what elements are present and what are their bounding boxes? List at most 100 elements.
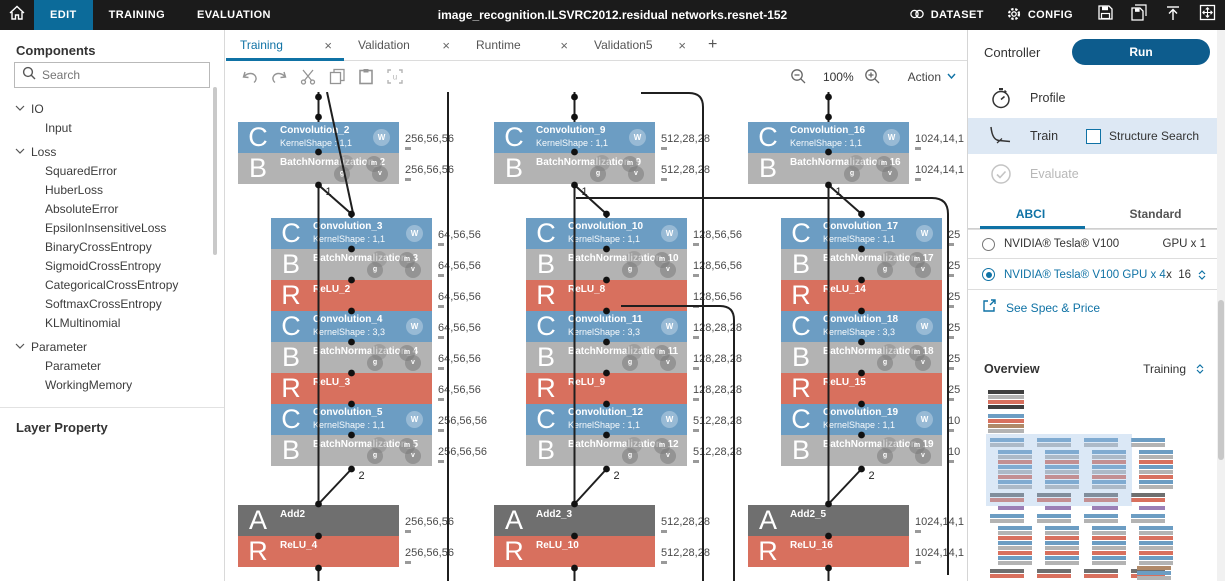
radio-selected-icon[interactable] [982,268,995,281]
graph-node-batchnormalization_3[interactable]: B BatchNormalization_3 m g v [271,249,432,280]
graph-node-batchnormalization_4[interactable]: B BatchNormalization_4 m g v [271,342,432,373]
fit-selection-button[interactable]: u [383,66,407,88]
close-icon[interactable]: × [560,37,568,53]
graph-canvas[interactable]: C Convolution_2 KernelShape : 1,1 W 256,56,5… [226,92,967,581]
graph-node-batchnormalization_12[interactable]: B BatchNormalization_12 m g v [526,435,687,466]
graph-node-batchnormalization_11[interactable]: B BatchNormalization_11 m g v [526,342,687,373]
radio-icon[interactable] [982,237,995,251]
graph-node-convolution_9[interactable]: C Convolution_9 KernelShape : 1,1 W [494,122,655,153]
component-search[interactable] [14,62,210,88]
graph-node-batchnormalization_9[interactable]: B BatchNormalization_9 m g v [494,153,655,184]
window-scrollbar[interactable] [1217,30,1225,581]
overview-mode-spinner-icon[interactable] [1196,364,1204,374]
graph-node-add2[interactable]: A Add2 [238,505,399,536]
tab-abci[interactable]: ABCI [968,202,1093,229]
nav-training[interactable]: TRAINING [108,9,166,21]
graph-node-batchnormalization_18[interactable]: B BatchNormalization_18 m g v [781,342,942,373]
component-item-input[interactable]: Input [45,120,72,135]
graph-node-batchnormalization_17[interactable]: B BatchNormalization_17 m g v [781,249,942,280]
config-button[interactable]: CONFIG [1006,6,1073,25]
spec-price-link[interactable]: See Spec & Price [982,298,1100,318]
overview-mode-select[interactable]: Training [1143,362,1186,376]
undo-button[interactable] [238,66,262,88]
close-icon[interactable]: × [678,37,686,53]
component-item-squarederror[interactable]: SquaredError [45,163,118,178]
graph-node-batchnormalization_10[interactable]: B BatchNormalization_10 m g v [526,249,687,280]
structure-search-checkbox[interactable] [1086,128,1102,144]
cut-button[interactable] [296,66,320,88]
graph-node-convolution_19[interactable]: C Convolution_19 KernelShape : 1,1 W [781,404,942,435]
graph-node-convolution_3[interactable]: C Convolution_3 KernelShape : 1,1 W [271,218,432,249]
upload-button[interactable] [1163,5,1183,25]
dataset-button[interactable]: DATASET [909,7,984,24]
stepper-icon[interactable] [1198,269,1206,280]
save-as-button[interactable] [1129,4,1149,25]
tab-standard[interactable]: Standard [1129,207,1182,221]
graph-node-convolution_12[interactable]: C Convolution_12 KernelShape : 1,1 W [526,404,687,435]
graph-node-convolution_18[interactable]: C Convolution_18 KernelShape : 3,3 W [781,311,942,342]
component-item-binarycrossentropy[interactable]: BinaryCrossEntropy [45,239,152,254]
minimap-viewport[interactable] [986,434,1132,506]
component-item-softmaxcrossentropy[interactable]: SoftmaxCrossEntropy [45,296,162,311]
component-item-categoricalcrossentropy[interactable]: CategoricalCrossEntropy [45,277,179,292]
graph-node-add2_3[interactable]: A Add2_3 [494,505,655,536]
graph-node-convolution_4[interactable]: C Convolution_4 KernelShape : 3,3 W [271,311,432,342]
evaluate-action[interactable]: Evaluate [968,156,1218,192]
nav-evaluation[interactable]: EVALUATION [197,9,271,21]
scrollbar-thumb[interactable] [1218,300,1224,460]
profile-action[interactable]: Profile [968,80,1218,116]
copy-button[interactable] [325,66,349,88]
graph-node-convolution_10[interactable]: C Convolution_10 KernelShape : 1,1 W [526,218,687,249]
graph-node-relu_10[interactable]: R ReLU_10 [494,536,655,567]
train-action[interactable]: Train Structure Search [968,118,1218,154]
graph-node-convolution_5[interactable]: C Convolution_5 KernelShape : 1,1 W [271,404,432,435]
graph-node-relu_16[interactable]: R ReLU_16 [748,536,909,567]
graph-node-relu_9[interactable]: R ReLU_9 [526,373,687,404]
component-group-io[interactable]: IO [0,99,210,118]
home-button[interactable] [0,0,34,30]
gpu-option-1[interactable]: NVIDIA® Tesla® V100 GPU x 1 [968,229,1218,259]
redo-button[interactable] [267,66,291,88]
tab-runtime[interactable]: Runtime × [476,37,568,53]
graph-node-convolution_17[interactable]: C Convolution_17 KernelShape : 1,1 W [781,218,942,249]
graph-node-batchnormalization_16[interactable]: B BatchNormalization_16 m g v [748,153,909,184]
close-icon[interactable]: × [324,37,332,53]
tab-validation[interactable]: Validation × [358,37,450,53]
graph-node-convolution_16[interactable]: C Convolution_16 KernelShape : 1,1 W [748,122,909,153]
graph-node-relu_4[interactable]: R ReLU_4 [238,536,399,567]
component-item-absoluteerror[interactable]: AbsoluteError [45,201,119,216]
fit-window-button[interactable] [1197,4,1217,25]
component-item-sigmoidcrossentropy[interactable]: SigmoidCrossEntropy [45,258,162,273]
new-tab-button[interactable]: + [708,36,718,53]
graph-node-batchnormalization_2[interactable]: B BatchNormalization_2 m g v [238,153,399,184]
tab-validation5[interactable]: Validation5 × [594,37,686,53]
action-menu[interactable]: Action [908,70,956,84]
component-item-huberloss[interactable]: HuberLoss [45,182,104,197]
graph-node-batchnormalization_19[interactable]: B BatchNormalization_19 m g v [781,435,942,466]
sidebar-scrollbar[interactable] [213,87,217,255]
graph-node-relu_3[interactable]: R ReLU_3 [271,373,432,404]
component-item-klmultinomial[interactable]: KLMultinomial [45,315,121,330]
overview-minimap[interactable] [986,390,1196,580]
component-item-epsiloninsensitiveloss[interactable]: EpsilonInsensitiveLoss [45,220,167,235]
paste-button[interactable] [354,66,378,88]
nav-edit[interactable]: EDIT [34,0,93,30]
graph-node-relu_2[interactable]: R ReLU_2 [271,280,432,311]
graph-node-batchnormalization_5[interactable]: B BatchNormalization_5 m g v [271,435,432,466]
search-input[interactable] [42,68,202,82]
graph-node-convolution_2[interactable]: C Convolution_2 KernelShape : 1,1 W [238,122,399,153]
gpu-option-2[interactable]: NVIDIA® Tesla® V100 GPU x 4 x 16 [968,260,1218,290]
run-button[interactable]: Run [1072,39,1210,65]
graph-node-relu_8[interactable]: R ReLU_8 [526,280,687,311]
tab-training[interactable]: Training × [226,30,344,61]
zoom-out-button[interactable] [787,66,811,88]
zoom-in-button[interactable] [861,66,885,88]
graph-node-relu_15[interactable]: R ReLU_15 [781,373,942,404]
component-item-workingmemory[interactable]: WorkingMemory [45,377,133,392]
component-item-parameter[interactable]: Parameter [45,358,102,373]
graph-node-add2_5[interactable]: A Add2_5 [748,505,909,536]
save-button[interactable] [1095,5,1115,25]
graph-node-relu_14[interactable]: R ReLU_14 [781,280,942,311]
graph-node-convolution_11[interactable]: C Convolution_11 KernelShape : 3,3 W [526,311,687,342]
component-group-parameter[interactable]: Parameter [0,337,210,356]
